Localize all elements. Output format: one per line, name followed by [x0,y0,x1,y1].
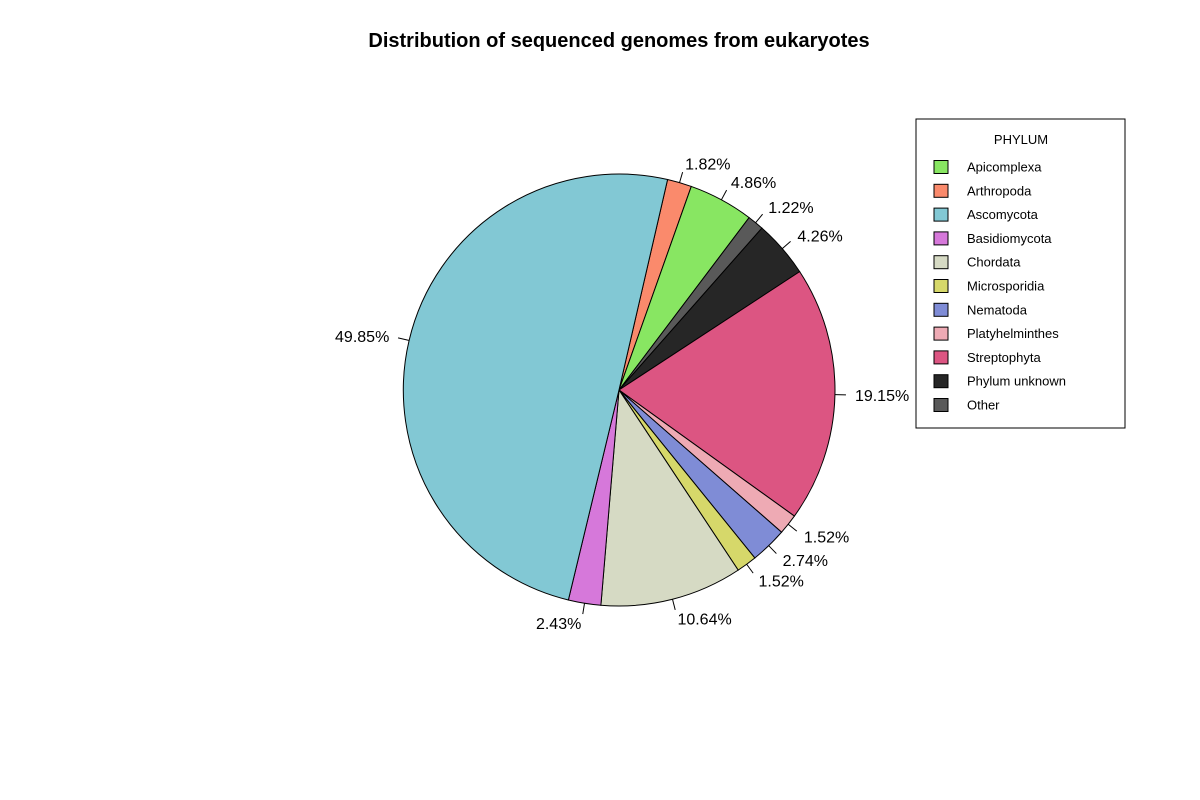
pie-percent-label: 1.82% [685,156,730,173]
pie-label-tick [672,599,676,611]
legend-swatch-basidiomycota [933,231,949,246]
pie-percent-label: 4.26% [797,228,842,245]
pie-label-tick [746,563,754,574]
legend-swatch-nematoda [933,302,949,317]
legend-label-ascomycota: Ascomycota [967,207,1039,222]
legend-label-nematoda: Nematoda [967,302,1028,317]
pie-percent-label: 4.86% [731,175,776,192]
pie-label-tick [768,545,777,554]
legend-label-chordata: Chordata [967,255,1021,270]
legend-title: PHYLUM [994,132,1048,147]
legend-swatch-chordata [933,255,949,270]
pie-label-tick [755,213,763,224]
legend: PHYLUM Apicomplexa Arthropoda Ascomycota Ba… [915,118,1126,429]
pie-percent-label: 2.74% [783,553,828,570]
pie-percent-label: 1.22% [768,200,813,217]
pie-label-tick [397,337,409,341]
pie-slices [402,173,836,607]
pie-label-tick [679,171,684,183]
legend-swatch-arthropoda [933,183,949,198]
legend-swatch-other [933,398,949,412]
pie-slice-streptophyta [618,270,836,517]
legend-swatch-microsporidia [933,279,949,293]
pie-percent-label: 1.52% [804,530,849,547]
legend-swatch-ascomycota [933,207,949,222]
pie-percent-label: 10.64% [677,612,731,629]
legend-label-apicomplexa: Apicomplexa [967,160,1042,175]
pie-label-tick [582,603,586,615]
pie-label-tick [720,189,728,201]
pie-slice-ascomycota [402,173,669,601]
pie-percent-label: 2.43% [536,616,581,633]
legend-label-basidiomycota: Basidiomycota [967,231,1052,246]
legend-label-other: Other [967,398,1000,413]
legend-swatch-platyhelminthes [933,326,949,341]
pie-label-tick [787,523,798,532]
pie-labels: 1.82%4.86% 1.22% 4.26% 19.15% 1.52% 2.74% 1.52… [335,156,909,633]
legend-box [915,118,1126,429]
legend-label-platyhelminthes: Platyhelminthes [967,326,1059,341]
pie-percent-label: 19.15% [855,388,909,405]
legend-label-microsporidia: Microsporidia [967,279,1045,294]
pie-label-tick [781,241,791,249]
pie-slice-chordata [600,388,739,607]
legend-label-streptophyta: Streptophyta [967,350,1041,365]
pie-percent-label: 49.85% [335,329,389,346]
legend-label-arthropoda: Arthropoda [967,183,1032,198]
legend-label-phylum-unknown: Phylum unknown [967,374,1066,389]
legend-items: Apicomplexa Arthropoda Ascomycota Basidiomy… [933,160,1066,413]
pie-percent-label: 1.52% [758,573,803,590]
legend-swatch-streptophyta [933,350,949,365]
legend-swatch-apicomplexa [933,160,949,174]
chart-title: Distribution of sequenced genomes from e… [368,30,869,52]
legend-swatch-phylum-unknown [933,374,949,389]
